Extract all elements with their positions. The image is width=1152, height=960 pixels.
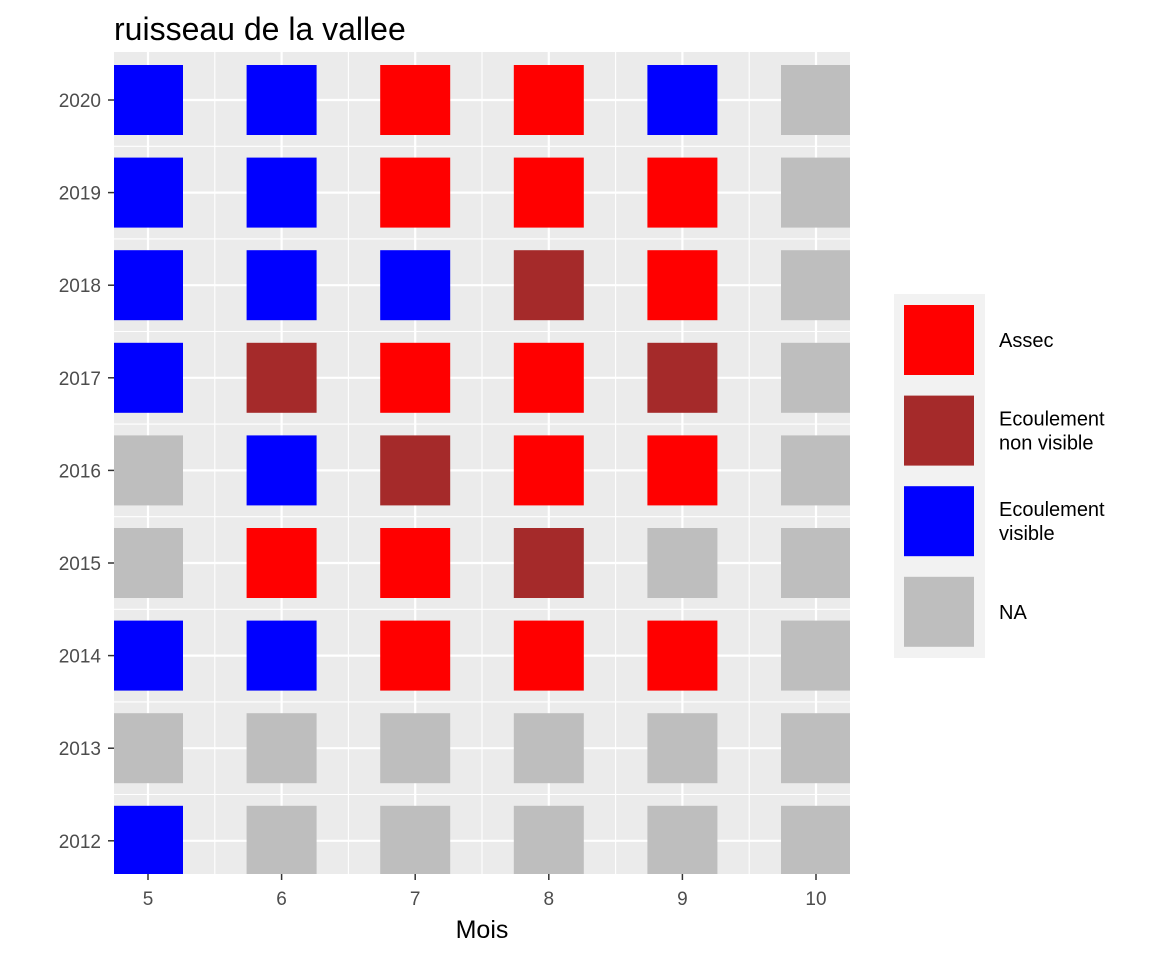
tile-2013-m9 [647, 713, 718, 784]
tile-2020-m10 [781, 65, 850, 135]
tile-2013-m7 [380, 713, 451, 784]
tile-2014-m5 [114, 620, 183, 691]
y-tick-label: 2019 [59, 184, 101, 205]
x-tick-label: 6 [276, 889, 287, 910]
x-tick-label: 8 [544, 889, 555, 910]
tile-2016-m9 [647, 435, 718, 506]
tile-2018-m7 [380, 250, 451, 321]
tile-2014-m8 [513, 620, 584, 691]
legend-key-assec [904, 305, 974, 375]
tile-2015-m7 [380, 528, 451, 598]
tile-2017-m6 [246, 342, 317, 413]
x-tick-label: 7 [410, 889, 421, 910]
tile-2015-m8 [513, 528, 584, 598]
y-tick-label: 2020 [59, 91, 101, 112]
tile-2013-m5 [114, 713, 183, 784]
y-tick-label: 2016 [59, 461, 101, 482]
x-tick-label: 9 [677, 889, 688, 910]
tile-2012-m9 [647, 805, 718, 874]
tile-2019-m9 [647, 157, 718, 228]
tile-2012-m7 [380, 805, 451, 874]
legend-label-ecoulement_visible: visible [999, 523, 1055, 545]
y-tick-label: 2015 [59, 554, 101, 575]
tile-2013-m8 [513, 713, 584, 784]
y-tick-label: 2017 [59, 369, 101, 390]
legend-label-na: NA [999, 602, 1027, 624]
tile-2015-m9 [647, 528, 718, 598]
y-tick-label: 2018 [59, 276, 101, 297]
tile-2020-m8 [513, 65, 584, 135]
x-tick-label: 10 [805, 889, 826, 910]
tile-2019-m8 [513, 157, 584, 228]
x-axis: 5 6 7 8 9 10 [143, 874, 827, 910]
tile-2017-m9 [647, 342, 718, 413]
y-tick-label: 2012 [59, 832, 101, 853]
legend-key-ecoulement_visible [904, 486, 974, 557]
tile-2017-m10 [781, 342, 850, 413]
tile-2019-m7 [380, 157, 451, 228]
tile-2012-m5 [114, 805, 183, 874]
tile-2016-m8 [513, 435, 584, 506]
tile-2018-m9 [647, 250, 718, 321]
tile-2020-m7 [380, 65, 451, 135]
tile-2020-m9 [647, 65, 718, 135]
tile-2015-m5 [114, 528, 183, 598]
tile-2015-m6 [246, 528, 317, 598]
tile-2013-m6 [246, 713, 317, 784]
x-axis-title: Mois [456, 916, 509, 944]
tile-2014-m6 [246, 620, 317, 691]
y-tick-label: 2013 [59, 739, 101, 760]
tile-2020-m6 [246, 65, 317, 135]
tile-2020-m5 [114, 65, 183, 135]
tile-2016-m5 [114, 435, 183, 506]
tile-2018-m10 [781, 250, 850, 321]
legend-key-na [904, 576, 974, 647]
tile-2018-m8 [513, 250, 584, 321]
tile-2017-m7 [380, 342, 451, 413]
tile-2016-m7 [380, 435, 451, 506]
tile-2013-m10 [781, 713, 850, 784]
tile-2015-m10 [781, 528, 850, 598]
tile-2014-m7 [380, 620, 451, 691]
tile-2017-m8 [513, 342, 584, 413]
legend-key-ecoulement_non_visible [904, 395, 974, 466]
legend-label-assec: Assec [999, 330, 1053, 352]
tile-2017-m5 [114, 342, 183, 413]
legend-label-ecoulement_visible: Ecoulement [999, 499, 1105, 521]
tile-2016-m6 [246, 435, 317, 506]
tile-2018-m5 [114, 250, 183, 321]
tile-2012-m6 [246, 805, 317, 874]
tile-2019-m5 [114, 157, 183, 228]
tile-2019-m10 [781, 157, 850, 228]
tile-2018-m6 [246, 250, 317, 321]
legend-label-ecoulement_non_visible: Ecoulement [999, 409, 1105, 431]
tile-2014-m9 [647, 620, 718, 691]
tile-2014-m10 [781, 620, 850, 691]
chart-title: ruisseau de la vallee [114, 11, 406, 47]
tile-2016-m10 [781, 435, 850, 506]
legend-label-ecoulement_non_visible: non visible [999, 433, 1094, 455]
tile-2019-m6 [246, 157, 317, 228]
y-tick-label: 2014 [59, 647, 102, 668]
tiles [114, 65, 850, 874]
x-tick-label: 5 [143, 889, 154, 910]
tile-2012-m8 [513, 805, 584, 874]
tile-2012-m10 [781, 805, 850, 874]
y-axis: 2020 2019 2018 2017 2016 2015 2014 2013 2012 [59, 91, 114, 853]
